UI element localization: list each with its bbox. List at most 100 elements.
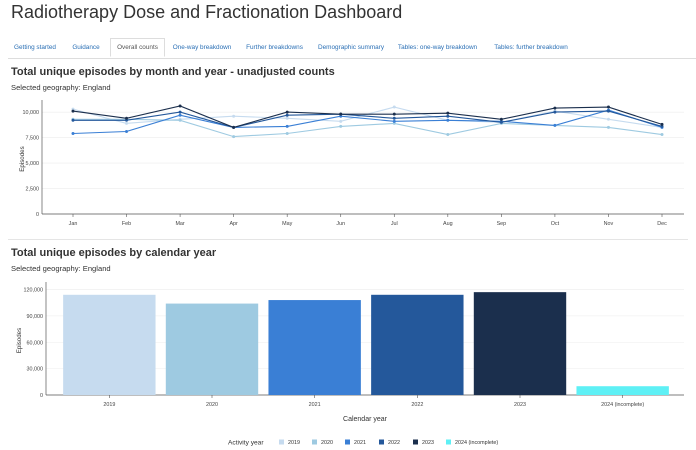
y-tick-label: 30,000	[27, 367, 44, 373]
page-title: Radiotherapy Dose and Fractionation Dash…	[11, 2, 403, 22]
y-axis-label: Episodes	[19, 146, 26, 171]
tab-getting-started[interactable]: Getting started	[14, 44, 56, 51]
x-tick-label: Oct	[551, 221, 560, 227]
legend-swatch-2020[interactable]	[312, 439, 317, 445]
legend-label[interactable]: 2019	[288, 440, 300, 446]
data-point-2022[interactable]	[606, 109, 610, 113]
series-line-2023	[72, 105, 663, 128]
section-divider	[8, 239, 688, 240]
data-point-2022[interactable]	[499, 120, 503, 124]
bar-2020[interactable]	[165, 303, 259, 395]
data-point-2022[interactable]	[285, 113, 289, 117]
data-point-2020[interactable]	[606, 125, 610, 129]
data-point-2019[interactable]	[339, 119, 343, 123]
data-point-2021[interactable]	[125, 130, 129, 133]
data-point-2021[interactable]	[285, 124, 289, 128]
y-tick-label: 90,000	[27, 314, 44, 320]
bar-2024[interactable]	[576, 386, 669, 395]
legend-title: Activity year	[228, 440, 264, 447]
data-point-2023[interactable]	[339, 112, 343, 116]
data-point-2023[interactable]	[499, 117, 503, 121]
series-line-2021	[72, 109, 663, 135]
data-point-2021[interactable]	[392, 119, 396, 123]
x-tick-label: Aug	[443, 221, 453, 227]
data-point-2020[interactable]	[178, 118, 182, 122]
monthly-chart-title: Total unique episodes by month and year …	[11, 66, 335, 78]
x-axis-label: Calendar year	[343, 416, 388, 423]
y-tick-label: 0	[36, 212, 39, 218]
y-tick-label: 5,000	[26, 161, 40, 167]
data-point-2023[interactable]	[285, 110, 289, 114]
y-tick-label: 7,500	[26, 136, 40, 142]
x-tick-label: Feb	[122, 221, 131, 227]
data-point-2022[interactable]	[71, 118, 75, 122]
x-tick-label: Jul	[391, 221, 398, 227]
data-point-2020[interactable]	[660, 133, 664, 137]
x-tick-label: Sep	[497, 221, 507, 227]
legend-label[interactable]: 2021	[354, 440, 366, 446]
data-point-2019[interactable]	[232, 114, 236, 118]
legend-label[interactable]: 2024 (incomplete)	[455, 440, 498, 446]
y-tick-label: 60,000	[27, 340, 44, 346]
data-point-2022[interactable]	[553, 110, 557, 114]
data-point-2021[interactable]	[178, 113, 182, 117]
x-tick-label: 2024 (incomplete)	[601, 402, 644, 408]
data-point-2023[interactable]	[606, 105, 610, 109]
bar-2021[interactable]	[268, 300, 361, 395]
legend-swatch-2021[interactable]	[345, 439, 350, 445]
yearly-bar-chart: 0 30,000 60,000 90,000 120,000 Episodes 2019 20…	[16, 282, 684, 447]
legend-label[interactable]: 2023	[422, 440, 434, 446]
tab-tables-one-way-breakdown[interactable]: Tables: one-way breakdown	[397, 44, 478, 51]
data-point-2021[interactable]	[71, 132, 75, 136]
x-tick-label: 2023	[514, 402, 526, 408]
data-point-2020[interactable]	[339, 124, 343, 128]
tab-demographic-summary[interactable]: Demographic summary	[317, 44, 385, 51]
bar-2019[interactable]	[63, 294, 156, 395]
data-point-2022[interactable]	[392, 116, 396, 120]
tab-further-breakdowns[interactable]: Further breakdowns	[246, 44, 303, 51]
series-line-2022	[73, 110, 663, 128]
data-point-2023[interactable]	[125, 116, 129, 120]
data-point-2023[interactable]	[553, 106, 557, 110]
legend-label[interactable]: 2022	[388, 440, 400, 446]
tab-overall-counts[interactable]: Overall counts	[110, 38, 165, 57]
data-point-2019[interactable]	[125, 121, 129, 125]
legend-swatch-2022[interactable]	[379, 439, 384, 445]
data-point-2020[interactable]	[285, 132, 289, 136]
data-point-2021[interactable]	[553, 123, 557, 127]
data-point-2023[interactable]	[446, 111, 450, 115]
legend-swatch-2024[interactable]	[446, 439, 451, 445]
tab-bar: Getting started Guidance Overall counts One…	[8, 38, 696, 59]
data-point-2023[interactable]	[232, 125, 236, 129]
x-tick-label: Jun	[336, 221, 345, 227]
data-point-2020[interactable]	[446, 133, 450, 137]
data-point-2023[interactable]	[178, 104, 182, 108]
legend-swatch-2019[interactable]	[279, 439, 284, 445]
data-point-2023[interactable]	[660, 122, 664, 126]
tab-one-way-breakdown[interactable]: One-way breakdown	[172, 44, 232, 51]
x-tick-label: 2021	[309, 402, 321, 408]
series-line-2020	[73, 118, 663, 138]
x-tick-label: Jan	[69, 221, 78, 227]
x-tick-label: Dec	[657, 221, 667, 227]
tab-tables-further-breakdown[interactable]: Tables: further breakdown	[494, 44, 568, 51]
data-point-2023[interactable]	[392, 112, 396, 116]
data-point-2020[interactable]	[232, 135, 236, 139]
x-tick-label: Apr	[229, 221, 238, 227]
legend-swatch-2023[interactable]	[413, 439, 418, 445]
data-point-2021[interactable]	[446, 118, 450, 122]
legend-label[interactable]: 2020	[321, 440, 333, 446]
bar-2023[interactable]	[473, 292, 567, 395]
data-point-2022[interactable]	[178, 110, 182, 114]
data-point-2019[interactable]	[392, 105, 396, 109]
monthly-line-chart: 0 2,500 5,000 7,500 10,000 Episodes Jan Feb Mar A…	[19, 100, 684, 227]
y-tick-label: 120,000	[24, 288, 44, 294]
tab-guidance[interactable]: Guidance	[72, 44, 100, 51]
x-tick-label: 2019	[103, 402, 115, 408]
data-point-2022[interactable]	[446, 114, 450, 118]
bar-2022[interactable]	[371, 294, 464, 395]
data-point-2019[interactable]	[285, 116, 289, 120]
x-tick-label: May	[282, 221, 292, 227]
data-point-2019[interactable]	[606, 117, 610, 121]
data-point-2023[interactable]	[71, 109, 75, 113]
